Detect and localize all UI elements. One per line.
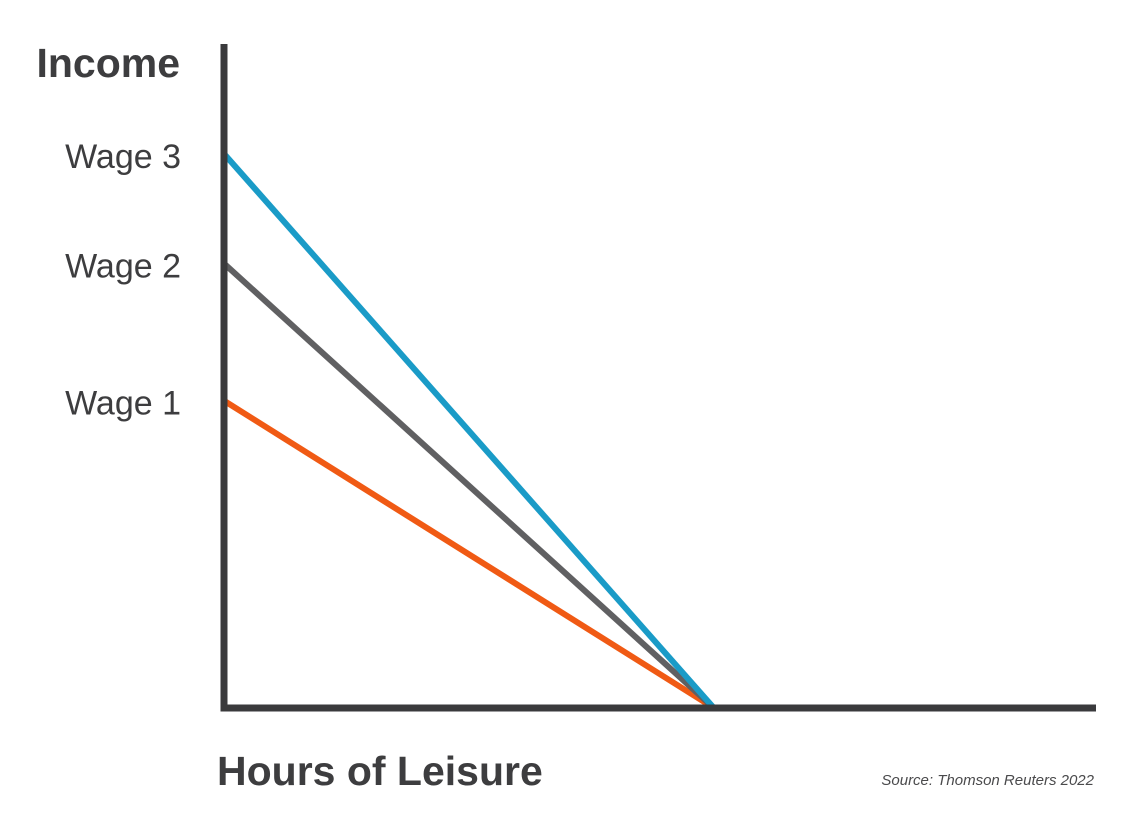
y-tick-label-wage-2: Wage 2 (65, 248, 181, 286)
series-lines (221, 151, 717, 711)
source-note: Source: Thomson Reuters 2022 (881, 772, 1094, 789)
y-tick-labels: Wage 1 Wage 2 Wage 3 (65, 138, 181, 423)
series-line-wage-1 (222, 398, 716, 711)
x-axis-title: Hours of Leisure (217, 748, 543, 794)
y-tick-label-wage-3: Wage 3 (65, 138, 181, 176)
series-line-wage-3 (221, 151, 717, 710)
series-line-wage-2 (221, 261, 716, 711)
y-tick-label-wage-1: Wage 1 (65, 385, 181, 423)
y-axis-title: Income (36, 40, 180, 86)
